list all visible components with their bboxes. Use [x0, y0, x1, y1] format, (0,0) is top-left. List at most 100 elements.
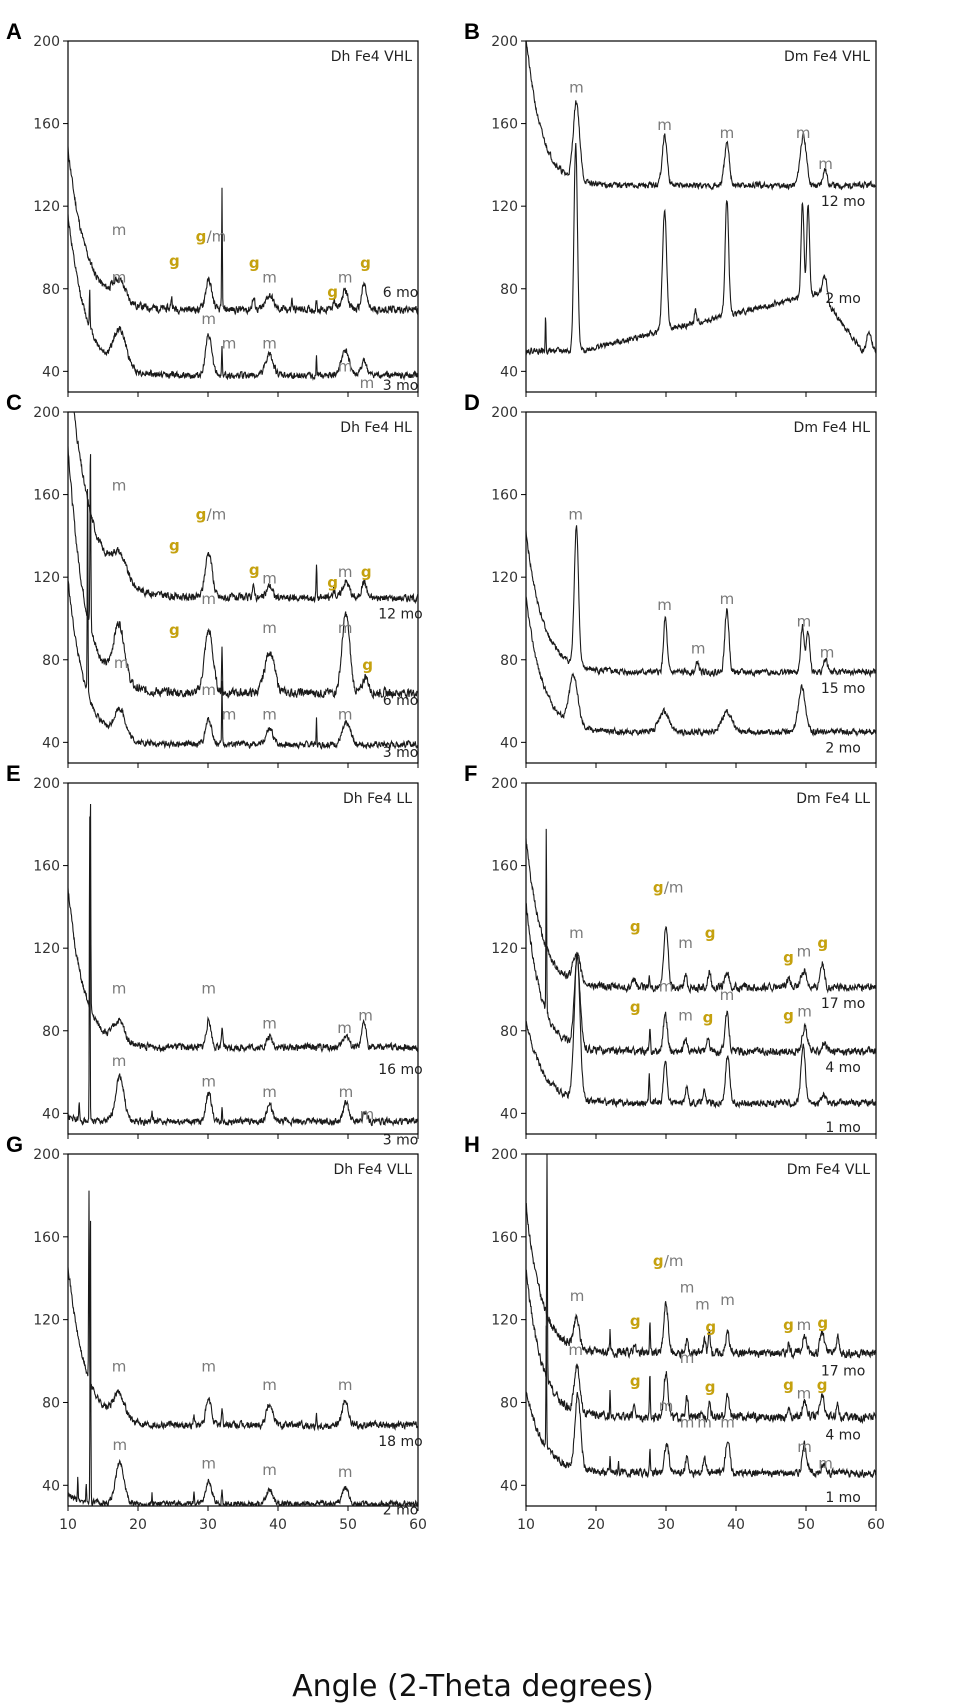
magnetite-peak-label: m	[720, 590, 735, 608]
panel-letter: G	[6, 1132, 23, 1157]
panel-letter: E	[6, 761, 21, 786]
y-tick-label: 120	[33, 941, 60, 957]
plot-frame	[525, 411, 877, 764]
goethite-peak-label: g	[196, 505, 207, 523]
y-tick-label: 40	[500, 1106, 518, 1122]
x-tick-label: 50	[339, 1517, 357, 1533]
magnetite-peak-label: m	[262, 1015, 277, 1033]
y-tick-label: 80	[42, 653, 60, 669]
trace-6-mo	[68, 445, 418, 701]
magnetite-peak-label: m	[360, 1106, 375, 1124]
goethite-peak-label: g	[817, 1376, 828, 1394]
goethite-peak-label: g	[169, 252, 180, 270]
panel-title: Dm Fe4 VHL	[784, 49, 870, 65]
magnetite-peak-label: m	[657, 116, 672, 134]
panel-H: 40 80 120 160 200 10 20 30 40 50 60 H Dm Fe4 VLL 17 m…	[464, 1132, 885, 1533]
magnetite-peak-label: m	[338, 357, 353, 375]
x-tick-label: 50	[797, 1517, 815, 1533]
panel-G: 40 80 120 160 200 10 20 30 40 50 60 G Dh Fe4 VLL 18 m…	[6, 1132, 427, 1533]
magnetite-peak-label: m	[112, 980, 127, 998]
x-axis-label: Angle (2-Theta degrees)	[292, 1669, 654, 1704]
magnetite-peak-label: m	[262, 1376, 277, 1394]
magnetite-peak-label: m	[568, 1341, 583, 1359]
plot-frame	[67, 40, 419, 393]
x-tick-label: 60	[409, 1517, 427, 1533]
y-tick-label: 120	[33, 199, 60, 215]
magnetite-peak-label: m	[678, 1006, 693, 1024]
trace-label: 1 mo	[825, 1120, 861, 1136]
magnetite-peak-label: m	[678, 934, 693, 952]
goethite-peak-label: g	[249, 561, 260, 579]
trace-label: 3 mo	[383, 378, 419, 394]
magnetite-peak-label: m	[569, 79, 584, 97]
magnetite-peak-label: m	[337, 1019, 352, 1037]
plot-frame	[525, 782, 877, 1135]
y-tick-label: 80	[500, 1024, 518, 1040]
panel-letter: B	[464, 19, 480, 44]
x-tick-label: 40	[269, 1517, 287, 1533]
goethite-peak-label: g	[783, 1006, 794, 1024]
y-tick-label: 40	[500, 364, 518, 380]
goethite-peak-label: g	[360, 254, 371, 272]
trace-1-mo	[526, 1325, 876, 1479]
plot-frame	[67, 411, 419, 764]
y-tick-label: 40	[42, 1478, 60, 1494]
magnetite-peak-label: m	[262, 269, 277, 287]
y-tick-label: 160	[491, 117, 518, 133]
magnetite-peak-label: m	[338, 1376, 353, 1394]
y-tick-label: 200	[33, 405, 60, 421]
goethite-peak-label: g	[630, 1372, 641, 1390]
trace-label: 2 mo	[825, 741, 861, 757]
y-tick-label: 80	[42, 1024, 60, 1040]
trace-label: 15 mo	[821, 681, 865, 697]
magnetite-peak-label: m	[796, 124, 811, 142]
trace-label: 18 mo	[378, 1434, 422, 1450]
magnetite-peak-label: m	[659, 978, 674, 996]
magnetite-peak-label: m	[797, 1438, 812, 1456]
magnetite-peak-label: m	[338, 563, 353, 581]
trace-12-mo	[526, 41, 876, 191]
trace-label: 6 mo	[383, 285, 419, 301]
goethite-peak-label: g	[705, 924, 716, 942]
y-tick-label: 40	[42, 364, 60, 380]
goethite-peak-label: g	[653, 1252, 664, 1270]
y-tick-label: 200	[491, 1147, 518, 1163]
magnetite-peak-label: m	[720, 1291, 735, 1309]
trace-label: 1 mo	[825, 1490, 861, 1506]
magnetite-peak-label: m	[338, 706, 353, 724]
magnetite-peak-label: m	[680, 1279, 695, 1297]
magnetite-peak-label: m	[691, 640, 706, 658]
trace-2-mo	[526, 143, 876, 356]
magnetite-peak-label: m	[797, 942, 812, 960]
magnetite-peak-label: /m	[207, 227, 227, 245]
trace-15-mo	[526, 525, 876, 678]
magnetite-peak-label: m	[201, 1357, 216, 1375]
goethite-peak-label: g	[817, 1314, 828, 1332]
magnetite-peak-label: m	[112, 221, 127, 239]
trace-2-mo	[526, 596, 876, 737]
trace-3-mo	[68, 816, 418, 1128]
magnetite-peak-label: m	[201, 1455, 216, 1473]
magnetite-peak-label: m	[112, 1357, 127, 1375]
trace-12-mo	[73, 412, 418, 605]
trace-label: 4 mo	[825, 1428, 861, 1444]
panel-title: Dh Fe4 HL	[340, 420, 412, 436]
y-tick-label: 120	[491, 570, 518, 586]
trace-2-mo	[68, 1220, 418, 1506]
magnetite-peak-label: m	[697, 1413, 712, 1431]
magnetite-peak-label: m	[797, 1384, 812, 1402]
y-tick-label: 120	[33, 1313, 60, 1329]
panel-title: Dm Fe4 VLL	[787, 1162, 871, 1178]
goethite-peak-label: g	[783, 1316, 794, 1334]
y-tick-label: 120	[491, 941, 518, 957]
magnetite-peak-label: m	[262, 1083, 277, 1101]
x-tick-label: 10	[59, 1517, 77, 1533]
magnetite-peak-label: m	[112, 1052, 127, 1070]
y-tick-label: 120	[491, 199, 518, 215]
panel-title: Dm Fe4 HL	[794, 420, 871, 436]
y-tick-label: 200	[491, 34, 518, 50]
y-tick-label: 200	[33, 776, 60, 792]
